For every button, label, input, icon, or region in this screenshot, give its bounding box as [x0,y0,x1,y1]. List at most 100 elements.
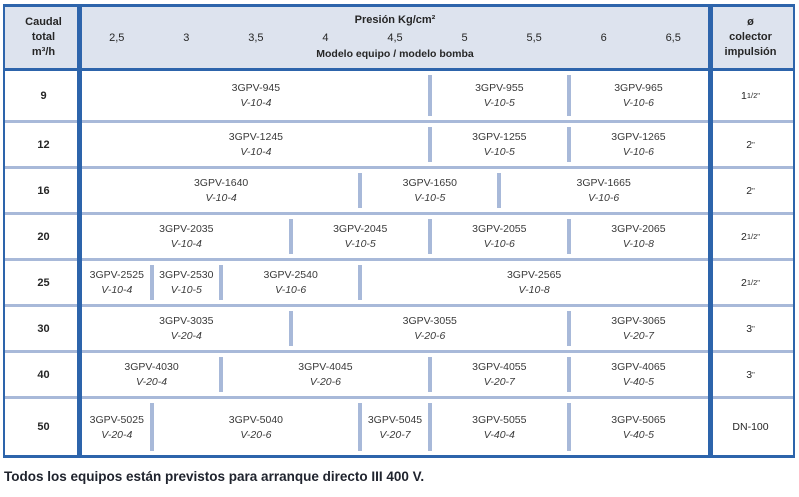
equipment-model: 3GPV-4055 [472,361,527,373]
model-cell: 3GPV-2055 V-10-6 [427,215,569,258]
pump-model: V-10-6 [588,192,620,204]
flow-value: 30 [37,322,50,335]
collector-diameter: DN-100 [708,399,793,455]
equipment-model: 3GPV-1650 [402,177,457,189]
pump-model: V-10-4 [240,97,272,109]
collector-base: 2 [746,138,753,151]
equipment-model: 3GPV-5065 [611,413,666,426]
model-cell: 3GPV-1265 V-10-6 [566,123,708,166]
equipment-model: 3GPV-2525 [89,269,144,281]
model-cells-group: 3GPV-945 V-10-4 3GPV-955 V-10-5 3GPV-965 V-10… [82,71,708,120]
pressure-value: 6,5 [665,32,681,44]
model-cell: 3GPV-1245 V-10-4 [82,123,430,166]
pump-model: V-10-6 [483,238,515,250]
pressure-value: 4 [322,32,329,44]
collector-header-line: impulsión [724,46,777,58]
model-cell: 3GPV-5065 V-40-5 [566,399,708,455]
equipment-model: 3GPV-2065 [611,223,666,235]
collector-diameter: 2 1/2" [741,230,760,243]
pump-selection-table: Caudal total m³/h Presión Kg/cm² 2,5 3 3,5… [3,4,795,458]
collector-base: 2 [741,230,747,243]
table-row-flow-20: 20 3GPV-2035 V-10-4 3GPV-2045 V-10-5 3GPV-205… [5,212,793,258]
flow-value: 12 [37,138,50,151]
pump-model: V-20-4 [135,376,168,388]
model-cells-group: 3GPV-1245 V-10-4 3GPV-1255 V-10-5 3GPV-1265 V… [82,123,708,166]
equipment-model: 3GPV-1665 [576,177,631,189]
collector-base: 3 [746,368,753,381]
model-cell: 3GPV-2035 V-10-4 [82,215,291,258]
table-header-row: Caudal total m³/h Presión Kg/cm² 2,5 3 3,5… [5,7,793,71]
collector-base: 2 [741,276,747,289]
table-row-flow-30: 30 3GPV-3035 V-20-4 3GPV-3055 V-20-6 3GPV-306… [5,304,793,350]
flow-header-line: Caudal [25,16,62,28]
flow-header-line: m³/h [31,46,56,58]
model-cell: 3GPV-1640 V-10-4 [82,169,360,212]
pump-model: V-20-7 [379,428,411,441]
equipment-model: 3GPV-5045 [367,413,423,426]
collector-base: 2 [746,184,753,197]
table-body: 9 3GPV-945 V-10-4 3GPV-955 V-10-5 3GPV-965 V-1… [5,71,793,455]
vertical-divider-left [77,7,82,455]
pump-model: V-20-4 [101,428,133,441]
equipment-model: 3GPV-5040 [228,413,284,426]
model-cell: 3GPV-2525 V-10-4 [82,261,152,304]
model-cell: 3GPV-2065 V-10-8 [566,215,708,258]
model-cell: 3GPV-3065 V-20-7 [566,307,708,350]
pump-model: V-10-4 [240,146,272,158]
pump-model: V-10-8 [518,284,550,296]
model-cell: 3GPV-1255 V-10-5 [427,123,569,166]
table-row-flow-25: 25 3GPV-2525 V-10-4 3GPV-2530 V-10-5 3GPV-254… [5,258,793,304]
vertical-divider-right [708,7,713,455]
collector-diameter: 2 " [746,184,755,197]
pump-model: V-20-6 [309,376,341,388]
pump-model: V-40-4 [483,428,515,441]
model-cell: 3GPV-3055 V-20-6 [288,307,569,350]
model-cell: 3GPV-4030 V-20-4 [82,353,221,396]
pump-model: V-20-4 [170,330,202,342]
table-row-flow-12: 12 3GPV-1245 V-10-4 3GPV-1255 V-10-5 3GPV-126… [5,120,793,166]
model-cells-group: 3GPV-2035 V-10-4 3GPV-2045 V-10-5 3GPV-2055 V… [82,215,708,258]
model-subtitle: Modelo equipo / modelo bomba [316,48,474,60]
pressure-title: Presión Kg/cm² [354,14,436,26]
equipment-model: 3GPV-2045 [333,223,388,235]
pump-model: V-20-6 [414,330,446,342]
model-cells-group: 3GPV-3035 V-20-4 3GPV-3055 V-20-6 3GPV-3065 V… [82,307,708,350]
pressure-value: 3 [183,32,190,44]
pressure-header-group: Presión Kg/cm² 2,5 3 3,5 4 4,5 5 5,5 6 6,5 Model… [82,7,708,68]
pressure-value: 5 [461,32,468,44]
model-cells-group: 3GPV-1640 V-10-4 3GPV-1650 V-10-5 3GPV-1665 V… [82,169,708,212]
flow-header-line: total [31,31,56,43]
collector-header-line: colector [729,31,772,43]
model-cell: 3GPV-2530 V-10-5 [149,261,222,304]
footer-note: Todos los equipos están previstos para a… [4,469,425,484]
flow-value: 50 [37,421,50,433]
equipment-model: 3GPV-3065 [611,315,666,327]
collector-column-header: ø colector impulsión [708,7,793,68]
pressure-value: 4,5 [387,32,403,44]
pump-model: V-20-7 [622,330,654,342]
equipment-model: 3GPV-955 [475,82,524,94]
pump-model: V-10-5 [414,192,446,204]
pump-model: V-20-7 [483,376,515,388]
equipment-model: 3GPV-1265 [611,131,666,143]
model-cells-group: 3GPV-5025 V-20-4 3GPV-5040 V-20-6 3GPV-5045 V… [82,399,708,455]
pump-model: V-10-6 [622,97,654,109]
pump-model: V-10-5 [344,238,376,250]
pressure-value: 3,5 [248,32,264,44]
model-cell: 3GPV-5045 V-20-7 [358,399,430,455]
pump-model: V-40-5 [622,428,654,441]
model-cell: 3GPV-965 V-10-6 [566,71,708,120]
pump-model: V-20-6 [240,428,272,441]
model-cell: 3GPV-4045 V-20-6 [219,353,430,396]
model-cell: 3GPV-3035 V-20-4 [82,307,291,350]
table-row-flow-50: 50 3GPV-5025 V-20-4 3GPV-5040 V-20-6 3GPV-504… [5,396,793,455]
table-row-flow-16: 16 3GPV-1640 V-10-4 3GPV-1650 V-10-5 3GPV-166… [5,166,793,212]
flow-value: 25 [37,276,50,289]
equipment-model: 3GPV-2530 [159,269,214,281]
flow-value: 20 [37,230,50,243]
collector-diameter: 2 1/2" [741,276,760,289]
flow-column-header: Caudal total m³/h [5,7,82,68]
pressure-value: 6 [600,32,607,44]
equipment-model: 3GPV-1640 [193,177,249,189]
